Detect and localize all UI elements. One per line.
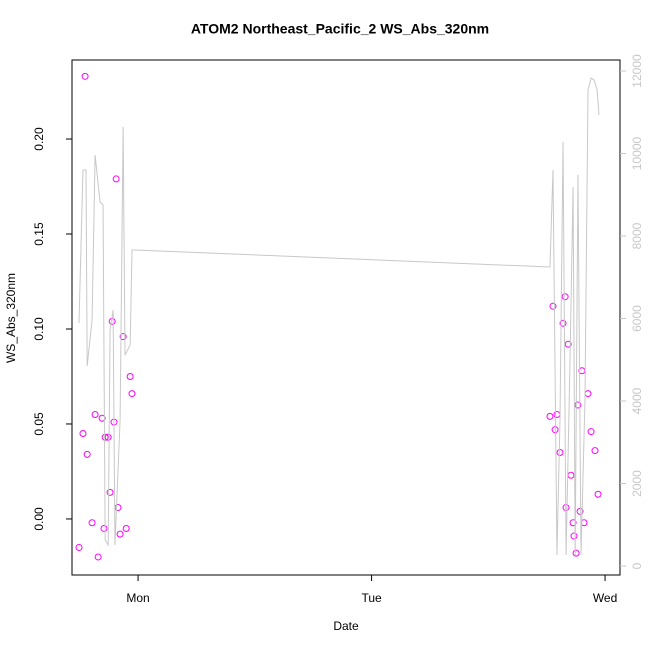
point [561,293,569,301]
plot-box [71,59,621,576]
point [119,333,127,341]
point [574,401,582,409]
point [116,530,124,538]
line-series [78,77,600,556]
point [587,428,595,436]
point [75,543,83,551]
y-tick-label: 0.00 [32,507,46,531]
point [128,390,136,398]
x-axis-label: Date [333,619,359,633]
point [553,410,561,418]
point [576,507,584,515]
point [104,433,112,441]
y2-tick-label: 2000 [630,470,644,497]
point [106,488,114,496]
y-axis-label: WS_Abs_320nm [4,273,18,363]
point [570,532,578,540]
point [98,414,106,422]
x-tick-label: Mon [126,591,149,605]
point [567,471,575,479]
point [591,447,599,455]
point [564,340,572,348]
point [572,549,580,557]
point [112,175,120,183]
point [122,524,130,532]
point [559,319,567,327]
point [114,504,122,512]
y-tick-label: 0.20 [32,127,46,151]
point [551,426,559,434]
point [79,429,87,437]
point [126,372,134,380]
y-tick-label: 0.05 [32,412,46,436]
point [88,519,96,527]
y2-tick-label: 8000 [630,222,644,249]
point [556,448,564,456]
x-tick-label: Wed [593,591,617,605]
point [94,553,102,561]
y-tick-label: 0.10 [32,317,46,341]
y-tick-label: 0.15 [32,222,46,246]
point [101,433,109,441]
point [569,519,577,527]
y2-tick-label: 0 [630,562,644,569]
point [584,390,592,398]
y2-tick-label: 4000 [630,387,644,414]
point [81,72,89,80]
x-tick-label: Tue [361,591,382,605]
point [594,490,602,498]
point [549,302,557,310]
y2-tick-label: 6000 [630,305,644,332]
y2-tick-label: 10000 [630,137,644,171]
y2-tick-label: 12000 [630,54,644,88]
point [91,410,99,418]
chart-title: ATOM2 Northeast_Pacific_2 WS_Abs_320nm [191,21,489,37]
point [100,524,108,532]
point [83,450,91,458]
point [546,412,554,420]
